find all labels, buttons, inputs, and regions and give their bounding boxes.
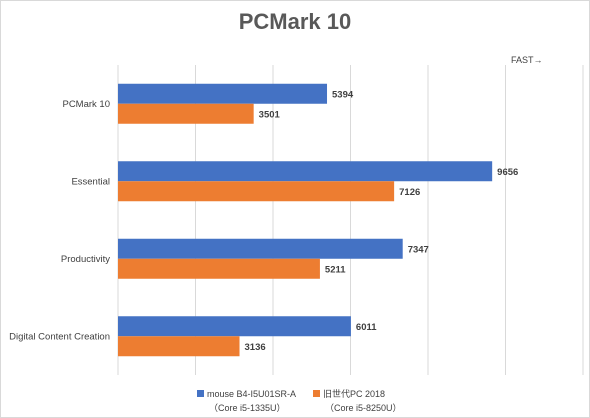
bar-series-2 [118, 336, 240, 357]
bar-series-1 [118, 161, 493, 182]
chart-title: PCMark 10 [238, 9, 352, 34]
fast-direction-note: FAST→ [511, 55, 543, 65]
data-label: 7126 [399, 187, 420, 198]
legend-swatch-series-2 [313, 390, 320, 397]
legend-label-series-2: 旧世代PC 2018 [323, 389, 386, 399]
legend-item-series-2: 旧世代PC 2018 （Core i5-8250U） [313, 387, 402, 415]
legend-item-series-1: mouse B4-I5U01SR-A （Core i5-1335U） [197, 387, 296, 415]
category-label: Productivity [61, 254, 110, 265]
bar-series-1 [118, 83, 328, 104]
data-label: 6011 [356, 322, 377, 333]
legend-swatch-series-1 [197, 390, 204, 397]
legend-label-series-1: mouse B4-I5U01SR-A [207, 389, 297, 399]
bar-series-1 [118, 238, 403, 259]
data-label: 3501 [259, 109, 281, 120]
category-label: Essential [71, 176, 110, 187]
data-label: 9656 [497, 167, 518, 178]
legend-sublabel-series-1: （Core i5-1335U） [209, 403, 286, 413]
data-label: 5211 [325, 264, 346, 275]
bar-series-1 [118, 316, 351, 337]
category-label: Digital Content Creation [9, 331, 110, 342]
legend-sublabel-series-2: （Core i5-8250U） [325, 403, 402, 413]
data-label: 3136 [245, 342, 266, 353]
data-label: 7347 [408, 244, 429, 255]
bar-series-2 [118, 103, 254, 124]
category-label: PCMark 10 [62, 99, 110, 110]
bar-series-2 [118, 181, 395, 202]
data-label: 5394 [332, 89, 354, 100]
bar-series-2 [118, 258, 320, 279]
